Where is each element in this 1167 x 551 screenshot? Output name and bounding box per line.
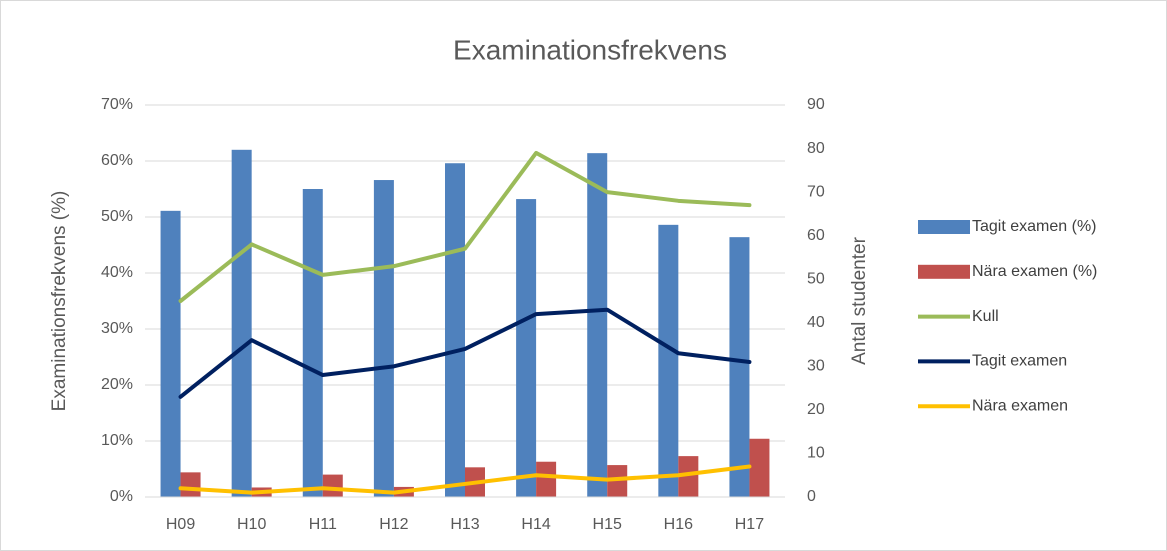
x-tick-label: H15 xyxy=(593,516,622,533)
legend-swatch xyxy=(918,220,970,234)
y2-tick-label: 10 xyxy=(807,445,825,462)
y2-tick-label: 70 xyxy=(807,183,825,200)
x-tick-label: H17 xyxy=(735,516,764,533)
y-tick-label: 30% xyxy=(101,320,133,337)
legend-label: Kull xyxy=(972,308,999,325)
y-tick-label: 50% xyxy=(101,208,133,225)
bar xyxy=(678,456,699,497)
x-tick-label: H09 xyxy=(166,516,195,533)
chart-title: Examinationsfrekvens xyxy=(453,34,727,65)
y-tick-label: 70% xyxy=(101,96,133,113)
bar xyxy=(180,472,201,497)
x-tick-label: H13 xyxy=(450,516,479,533)
line xyxy=(178,464,752,495)
bar xyxy=(445,163,465,498)
x-tick-label: H12 xyxy=(379,516,408,533)
bar xyxy=(658,224,679,497)
x-tick-label: H11 xyxy=(309,516,337,533)
y-tick-label: 40% xyxy=(101,264,133,281)
bar xyxy=(749,438,770,497)
bar xyxy=(729,237,750,497)
y2-tick-label: 30 xyxy=(807,358,825,375)
x-tick-label: H14 xyxy=(521,516,550,533)
y-axis-title: Examinationsfrekvens (%) xyxy=(49,191,70,412)
x-tick-label: H16 xyxy=(664,516,693,533)
legend-label: Nära examen (%) xyxy=(972,263,1097,280)
bar xyxy=(516,199,537,497)
legend-label: Tagit examen (%) xyxy=(972,218,1097,235)
line xyxy=(178,307,752,399)
y2-tick-label: 40 xyxy=(807,314,825,331)
bar xyxy=(587,153,608,497)
y2-axis-title: Antal studenter xyxy=(849,236,870,364)
y2-tick-label: 60 xyxy=(807,227,825,244)
x-tick-label: H10 xyxy=(237,516,266,533)
y-tick-label: 10% xyxy=(101,432,133,449)
bar xyxy=(322,474,343,497)
bar xyxy=(160,210,181,497)
y2-tick-label: 50 xyxy=(807,270,825,287)
legend-label: Nära examen xyxy=(972,397,1068,414)
legend-label: Tagit examen xyxy=(972,353,1067,370)
y2-tick-label: 80 xyxy=(807,140,825,157)
bar xyxy=(607,465,628,497)
y-tick-label: 20% xyxy=(101,376,133,393)
y-tick-label: 0% xyxy=(110,488,133,505)
bar xyxy=(302,189,323,497)
line xyxy=(178,150,752,303)
bar xyxy=(373,180,394,498)
y2-tick-label: 20 xyxy=(807,401,825,418)
bar xyxy=(536,461,557,497)
y2-tick-label: 90 xyxy=(807,96,825,113)
y2-tick-label: 0 xyxy=(807,488,816,505)
y-tick-label: 60% xyxy=(101,152,133,169)
bar xyxy=(231,149,252,498)
legend-swatch xyxy=(918,264,970,279)
